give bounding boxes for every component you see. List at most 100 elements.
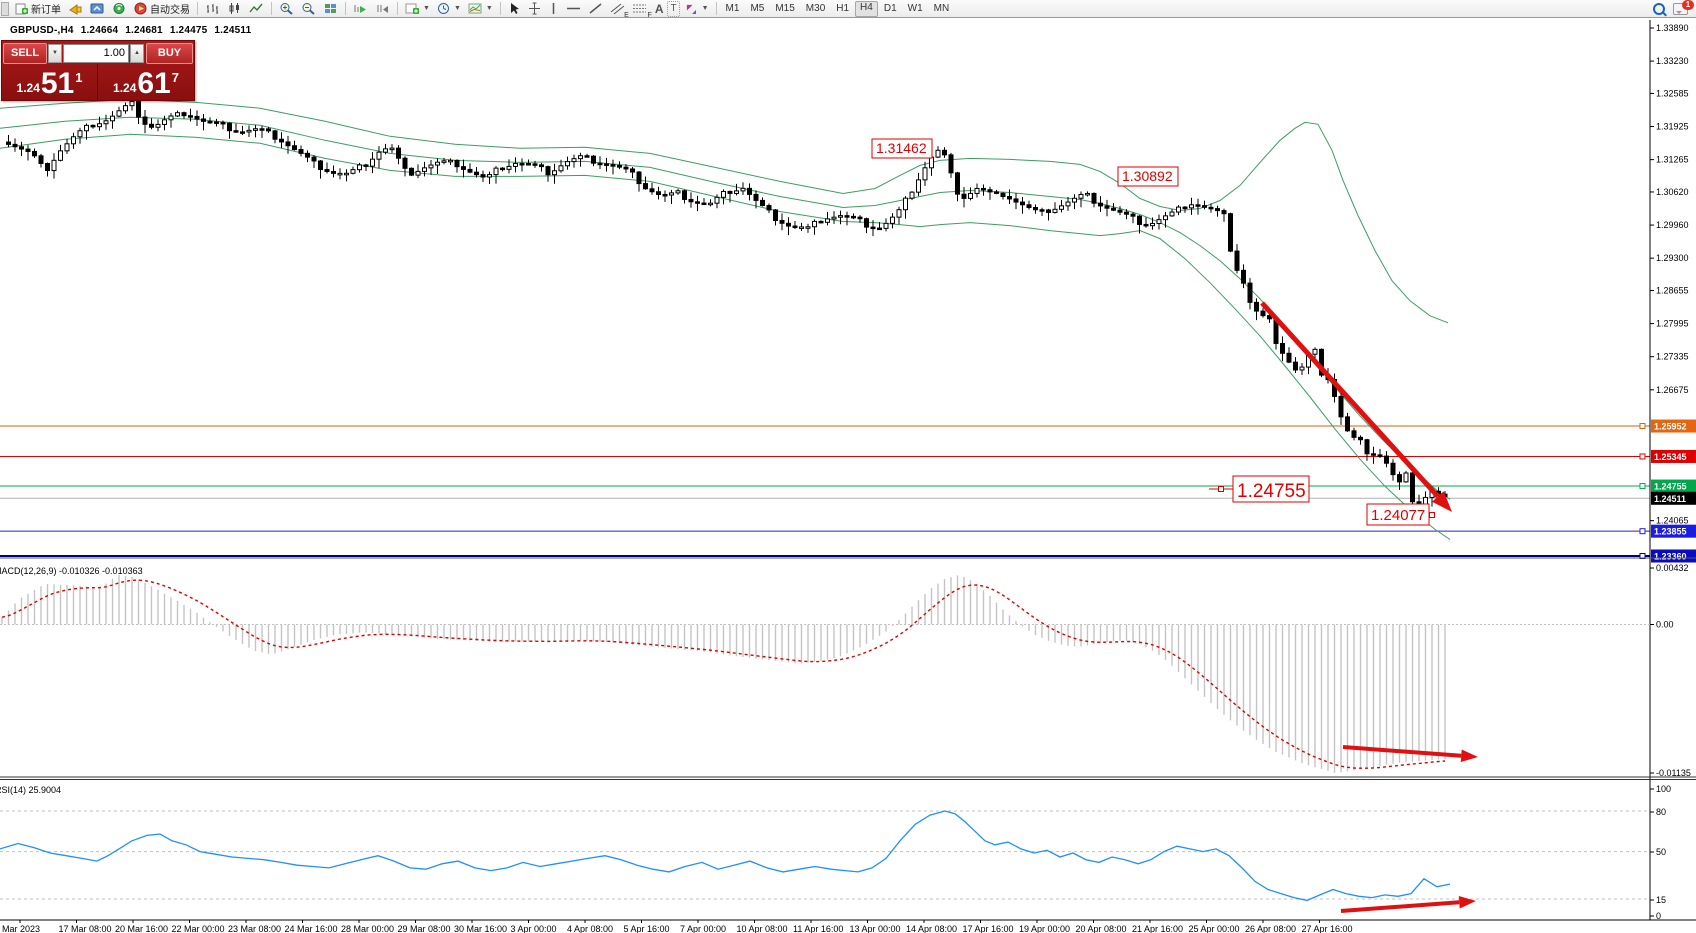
sell-price-base: 1.24 — [16, 81, 40, 95]
fibonacci-tool[interactable]: F — [629, 1, 652, 19]
candle-chart-icon[interactable] — [224, 1, 245, 17]
svg-text:1.33230: 1.33230 — [1656, 56, 1689, 66]
svg-text:29 Mar 08:00: 29 Mar 08:00 — [398, 924, 451, 933]
chart-shift-icon[interactable] — [372, 1, 393, 17]
svg-text:80: 80 — [1656, 807, 1666, 817]
svg-text:11 Apr 16:00: 11 Apr 16:00 — [793, 924, 843, 933]
svg-text:15: 15 — [1656, 895, 1666, 905]
macd-label: MACD(12,26,9) -0.010326 -0.010363 — [0, 566, 143, 576]
tf-d1[interactable]: D1 — [883, 2, 897, 14]
text-tool[interactable]: A — [652, 1, 667, 17]
quote-low: 1.24475 — [169, 25, 208, 36]
notification-bubble[interactable]: 1 — [1673, 0, 1694, 15]
chart-canvas: 1.33890 1.33230 1.32585 1.31925 1.31265 1.306… — [0, 20, 1696, 933]
svg-text:0.00: 0.00 — [1656, 620, 1674, 630]
toolbar-separator — [197, 2, 198, 15]
dropdown-caret: ▼ — [701, 5, 709, 12]
zoom-out-icon[interactable] — [298, 1, 319, 17]
channel-tool[interactable]: E — [607, 1, 629, 19]
autotrade-icon — [134, 2, 147, 15]
tf-m30[interactable]: M30 — [805, 2, 826, 14]
svg-text:13 Apr 00:00: 13 Apr 00:00 — [850, 924, 901, 933]
sell-button[interactable]: SELL — [3, 42, 47, 64]
template-icon — [468, 3, 482, 14]
line-chart-icon[interactable] — [246, 1, 267, 17]
svg-text:1.25952: 1.25952 — [1654, 422, 1687, 432]
cursor-icon[interactable] — [505, 1, 524, 17]
svg-text:17 Mar 08:00: 17 Mar 08:00 — [59, 924, 112, 933]
svg-text:1.30892: 1.30892 — [1122, 168, 1173, 184]
svg-text:5 Apr 16:00: 5 Apr 16:00 — [624, 924, 670, 933]
svg-text:24 Mar 16:00: 24 Mar 16:00 — [285, 924, 338, 933]
buy-price[interactable]: 1.24 61 7 — [98, 64, 194, 100]
fibonacci-letter: F — [647, 11, 652, 19]
zoom-in-icon[interactable] — [276, 1, 297, 17]
indicators-button[interactable]: ▼ — [402, 1, 433, 17]
channel-letter: E — [624, 11, 629, 19]
market-window-icon[interactable] — [87, 1, 108, 17]
tf-h4[interactable]: H4 — [855, 0, 878, 17]
horizontal-line-icon[interactable] — [563, 1, 584, 17]
text-label-tool[interactable]: T — [667, 0, 680, 17]
svg-text:-0.01135: -0.01135 — [1656, 768, 1691, 778]
auto-scroll-icon[interactable] — [350, 1, 371, 17]
horn-icon[interactable] — [65, 1, 86, 17]
one-click-trading-panel: SELL ▼ ▲ BUY 1.24 51 1 1.24 61 7 — [1, 40, 195, 101]
svg-text:27 Apr 16:00: 27 Apr 16:00 — [1302, 924, 1353, 933]
new-order-label: 新订单 — [31, 5, 61, 16]
dropdown-caret: ▼ — [423, 5, 430, 12]
svg-text:23 Mar 08:00: 23 Mar 08:00 — [228, 924, 281, 933]
tf-h1[interactable]: H1 — [836, 2, 850, 14]
tf-m5[interactable]: M5 — [750, 2, 765, 14]
svg-text:30 Mar 16:00: 30 Mar 16:00 — [454, 924, 507, 933]
volume-decrease-button[interactable]: ▼ — [48, 43, 62, 63]
crosshair-icon[interactable] — [525, 1, 544, 17]
new-order-icon — [15, 3, 28, 15]
svg-text:28 Mar 00:00: 28 Mar 00:00 — [341, 924, 394, 933]
buy-button[interactable]: BUY — [146, 42, 193, 64]
signals-icon[interactable] — [109, 1, 130, 17]
tf-m15[interactable]: M15 — [775, 2, 795, 14]
buy-price-big: 61 — [137, 67, 171, 100]
tf-mn[interactable]: MN — [933, 2, 950, 14]
templates-button[interactable]: ▼ — [465, 1, 496, 17]
autotrade-button[interactable]: 自动交易 — [131, 1, 193, 17]
trendline-icon[interactable] — [585, 1, 606, 17]
svg-text:1.27995: 1.27995 — [1656, 319, 1689, 329]
bar-chart-icon[interactable] — [202, 1, 223, 17]
arrows-tool[interactable]: ▼ — [681, 1, 712, 17]
dropdown-caret: ▼ — [453, 5, 461, 12]
tile-windows-icon[interactable] — [320, 1, 341, 17]
toolbar-separator — [271, 2, 272, 15]
buy-price-pip: 7 — [171, 70, 179, 85]
chart-region[interactable]: 1.33890 1.33230 1.32585 1.31925 1.31265 1.306… — [0, 19, 1696, 933]
search-icon[interactable] — [1653, 2, 1665, 15]
periods-button[interactable]: ▼ — [434, 1, 464, 17]
svg-text:1.31925: 1.31925 — [1656, 122, 1689, 132]
svg-text:26 Apr 08:00: 26 Apr 08:00 — [1245, 924, 1296, 933]
svg-text:21 Apr 16:00: 21 Apr 16:00 — [1132, 924, 1183, 933]
arrows-icon — [686, 4, 696, 14]
vertical-line-icon[interactable] — [545, 1, 562, 17]
svg-text:3 Apr 00:00: 3 Apr 00:00 — [511, 924, 557, 933]
volume-increase-button[interactable]: ▲ — [130, 43, 144, 63]
svg-text:1.24755: 1.24755 — [1654, 482, 1687, 492]
svg-text:1.32585: 1.32585 — [1656, 88, 1689, 98]
quote-bar: GBPUSD-,H4 1.24664 1.24681 1.24475 1.24511 — [10, 25, 258, 36]
sell-price[interactable]: 1.24 51 1 — [2, 64, 98, 100]
quote-symbol: GBPUSD-,H4 — [10, 25, 74, 36]
new-order-button[interactable]: 新订单 — [12, 1, 64, 17]
tf-w1[interactable]: W1 — [907, 2, 923, 14]
svg-text:1.24065: 1.24065 — [1656, 516, 1689, 526]
channel-icon — [610, 3, 625, 15]
svg-text:1.24755: 1.24755 — [1237, 481, 1306, 502]
fibonacci-icon — [632, 4, 646, 13]
tf-m1[interactable]: M1 — [725, 2, 740, 14]
toolbar-separator — [499, 2, 501, 15]
volume-input[interactable] — [63, 43, 129, 63]
svg-text:1.24077: 1.24077 — [1371, 507, 1425, 524]
svg-text:1.23855: 1.23855 — [1654, 527, 1687, 537]
sell-price-pip: 1 — [75, 70, 83, 85]
dropdown-caret: ▼ — [485, 5, 493, 12]
